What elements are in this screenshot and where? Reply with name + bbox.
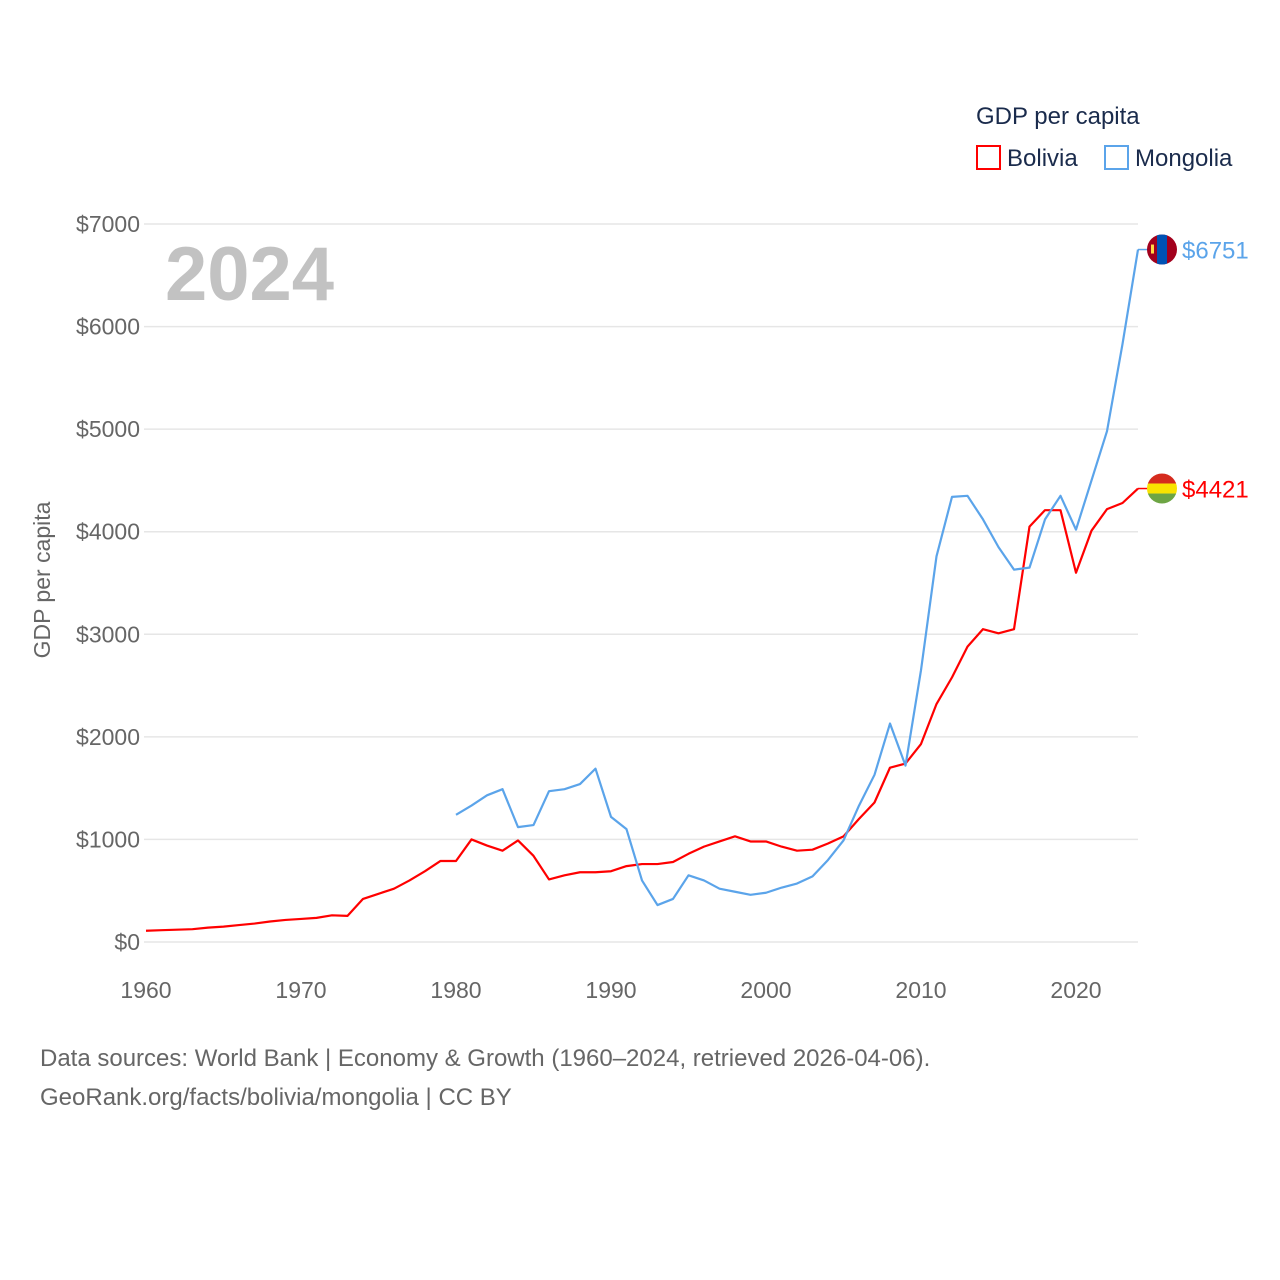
x-tick-label: 2020: [1050, 977, 1101, 1003]
legend-item-mongolia[interactable]: Mongolia: [1104, 145, 1233, 172]
year-watermark: 2024: [165, 232, 334, 317]
y-tick-label: $6000: [76, 314, 140, 340]
mongolia-end-label: $6751: [1182, 238, 1249, 265]
footer-sources: Data sources: World Bank | Economy & Gro…: [40, 1045, 931, 1072]
bolivia-flag-icon: [1147, 473, 1177, 504]
legend-title: GDP per capita: [976, 103, 1140, 130]
y-tick-label: $4000: [76, 519, 140, 545]
mongolia-flag-icon: [1147, 234, 1177, 265]
bolivia-end-label: $4421: [1182, 477, 1249, 504]
legend-label: Mongolia: [1135, 145, 1233, 172]
legend-label: Bolivia: [1007, 145, 1078, 172]
y-axis-label: GDP per capita: [29, 501, 55, 658]
y-tick-label: $2000: [76, 724, 140, 750]
y-tick-label: $7000: [76, 211, 140, 237]
legend-swatch: [1104, 145, 1129, 170]
bolivia-line: [145, 487, 1139, 932]
x-tick-label: 1970: [275, 977, 326, 1003]
y-tick-label: $0: [114, 929, 140, 955]
y-tick-label: $1000: [76, 826, 140, 852]
legend-item-bolivia[interactable]: Bolivia: [976, 145, 1078, 172]
footer-link[interactable]: GeoRank.org/facts/bolivia/mongolia | CC …: [40, 1084, 512, 1111]
mongolia-line: [455, 249, 1140, 907]
x-tick-label: 1980: [430, 977, 481, 1003]
x-tick-label: 2000: [740, 977, 791, 1003]
legend-swatch: [976, 145, 1001, 170]
x-tick-label: 1960: [120, 977, 171, 1003]
y-tick-label: $3000: [76, 621, 140, 647]
x-tick-label: 1990: [585, 977, 636, 1003]
y-tick-label: $5000: [76, 416, 140, 442]
x-tick-label: 2010: [895, 977, 946, 1003]
